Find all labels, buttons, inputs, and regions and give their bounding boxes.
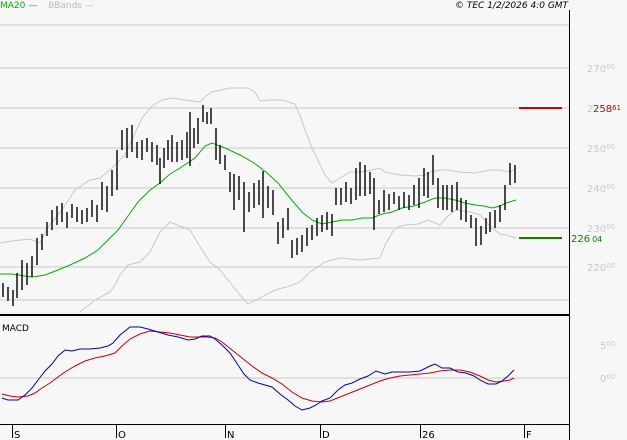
ma20-line	[0, 142, 517, 278]
macd-tick-500: 500	[600, 340, 615, 352]
macd-title: MACD	[2, 324, 29, 334]
legend-ma20: MA20 —	[0, 1, 38, 11]
x-label-feb: F	[526, 430, 532, 440]
bbands	[0, 87, 517, 313]
x-label-nov: N	[227, 430, 234, 440]
legend-bbands: BBands —	[48, 1, 94, 11]
ohlc-bars	[2, 105, 516, 306]
resistance-label: 25861	[593, 104, 621, 115]
macd-signal-line	[1, 330, 515, 403]
copyright-timestamp: © TEC 1/2/2026 4:0 GMT	[455, 1, 569, 11]
price-tick-270: 27000	[587, 63, 615, 75]
chart-legend: MA20 — BBands —	[0, 0, 94, 12]
price-tick-230: 23000	[587, 223, 615, 235]
macd-tick-0: 000	[600, 373, 615, 385]
macd-line	[1, 326, 515, 411]
price-gridlines	[0, 67, 569, 301]
price-axis: 27000 2 25000 24000 23000 22000 25861 22…	[571, 63, 621, 274]
macd-axis: 500 000	[600, 340, 615, 385]
support-label: 226 04	[571, 234, 602, 245]
x-label-oct: O	[118, 430, 126, 440]
price-tick-220: 22000	[587, 262, 615, 274]
price-tick-260: 2	[587, 104, 593, 115]
x-label-2026: 26	[422, 430, 435, 440]
price-tick-250: 25000	[587, 143, 615, 155]
x-label-dec: D	[322, 430, 330, 440]
x-label-sep: S	[14, 430, 20, 440]
x-axis	[12, 424, 525, 438]
price-tick-240: 24000	[587, 183, 615, 195]
